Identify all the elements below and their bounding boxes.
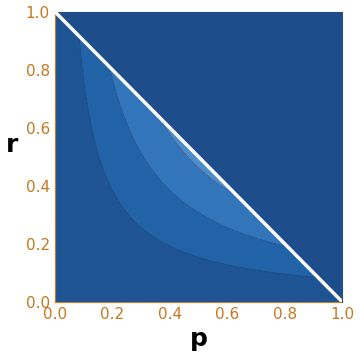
X-axis label: p: p — [190, 327, 207, 351]
Y-axis label: r: r — [5, 133, 18, 157]
